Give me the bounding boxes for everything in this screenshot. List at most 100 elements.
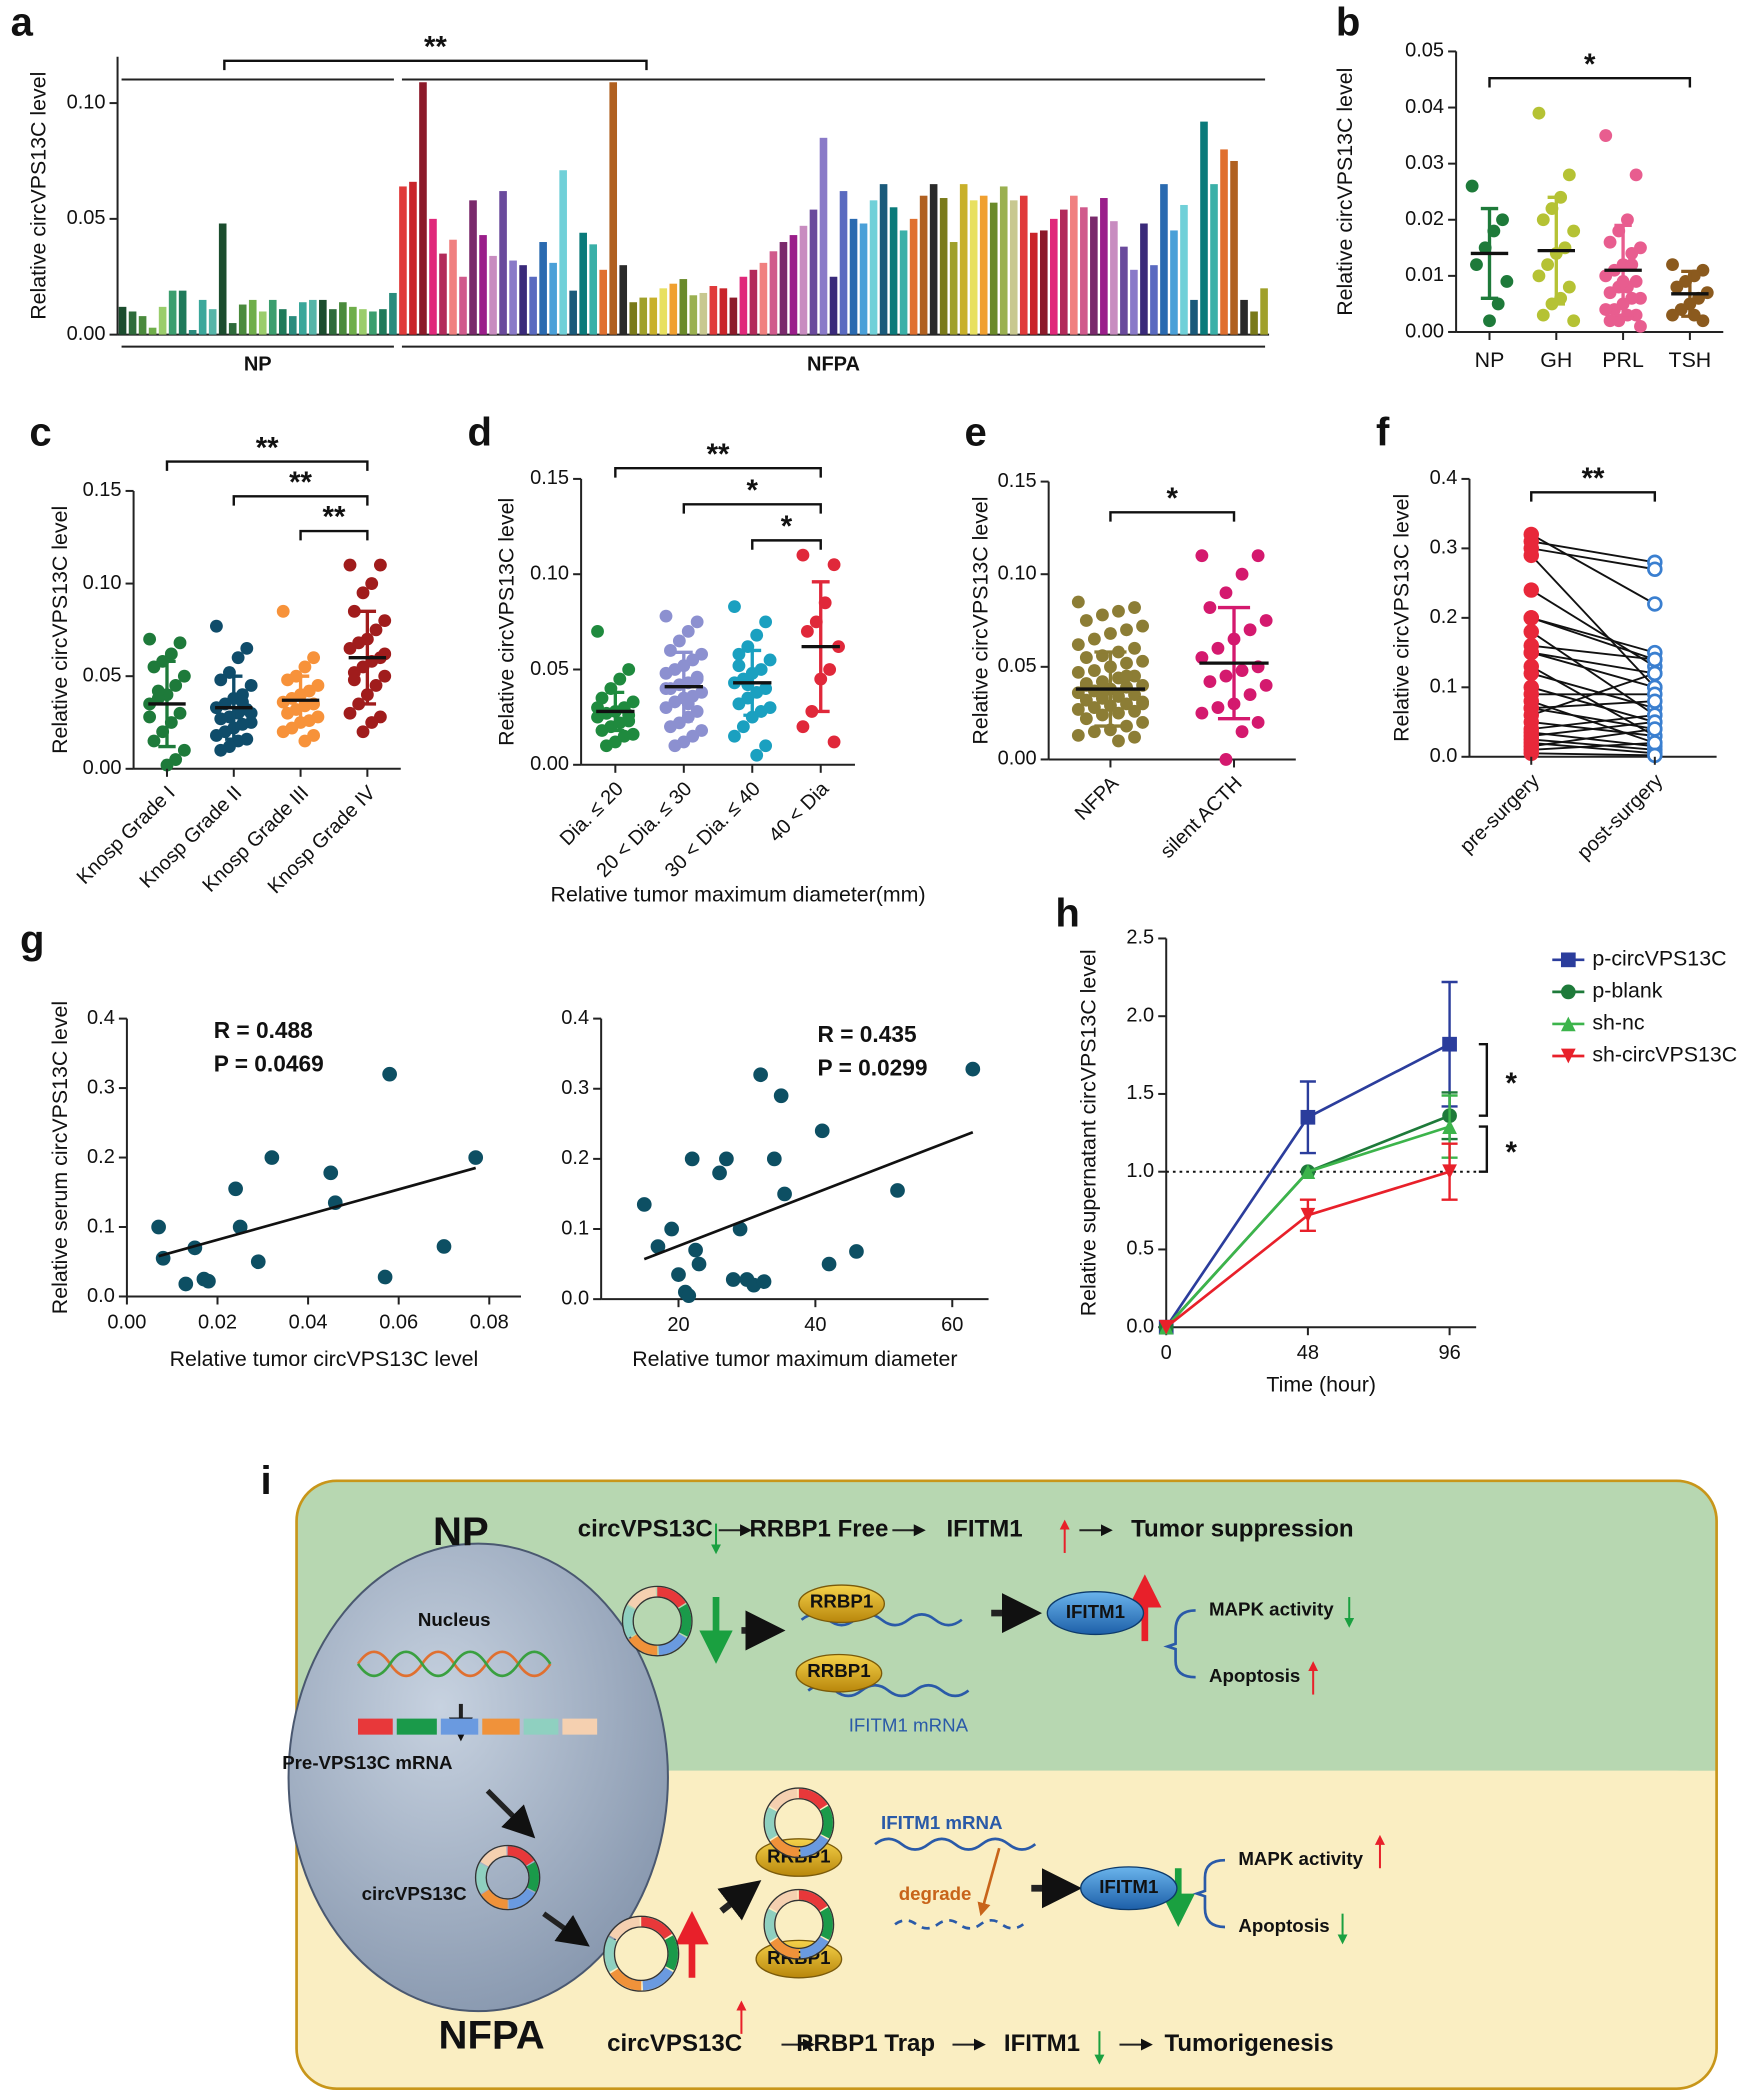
bar — [499, 191, 507, 335]
bar — [789, 235, 798, 335]
data-point — [201, 1273, 216, 1289]
np-label: NP — [433, 1510, 489, 1554]
bar — [168, 290, 177, 335]
data-point — [1087, 725, 1101, 739]
circrna-icon — [678, 1604, 692, 1637]
y-tick-label: 0.0 — [561, 1287, 589, 1309]
bar — [1029, 232, 1038, 335]
pair-line — [1530, 651, 1656, 689]
significance-label: * — [747, 474, 759, 507]
data-point — [147, 734, 161, 748]
pre-mrna-label: Pre-VPS13C mRNA — [282, 1752, 452, 1773]
x-tick-label: NP — [1475, 348, 1505, 372]
data-point — [298, 660, 312, 674]
data-point — [1087, 632, 1101, 646]
bar — [559, 170, 567, 335]
data-point — [600, 739, 613, 753]
data-point — [659, 701, 673, 715]
x-tick-label: post-surgery — [1573, 770, 1667, 864]
data-point — [664, 720, 677, 734]
pair-line — [1530, 672, 1656, 716]
significance-label: * — [1506, 1136, 1518, 1169]
data-point — [276, 725, 290, 739]
pair-line — [1530, 630, 1656, 716]
data-point — [1128, 641, 1141, 655]
data-point — [264, 1150, 280, 1165]
data-point — [732, 659, 746, 673]
fit-line — [158, 1166, 477, 1258]
data-point — [151, 684, 165, 698]
bar — [369, 311, 377, 335]
data-point — [690, 615, 704, 629]
bar — [599, 269, 608, 335]
data-point — [1136, 697, 1149, 711]
y-tick-label: 0.2 — [1430, 606, 1458, 628]
legend-marker — [1560, 952, 1576, 968]
data-point — [164, 647, 178, 661]
pair-line — [1531, 721, 1655, 737]
data-point — [750, 628, 764, 642]
y-tick-label: 0.15 — [530, 467, 569, 489]
data-point — [1670, 280, 1684, 294]
y-tick-label: 0.0 — [1126, 1315, 1154, 1337]
x-tick-label: 48 — [1297, 1342, 1319, 1364]
y-axis-label: Relative circVPS13C level — [494, 498, 518, 746]
y-tick-label: 2.0 — [1126, 1005, 1154, 1027]
significance-bracket — [223, 59, 648, 71]
y-tick-label: 0.05 — [530, 658, 569, 680]
x-tick-label: NFPA — [1071, 772, 1124, 825]
data-point — [214, 743, 228, 757]
bar — [969, 200, 978, 335]
circrna-icon — [508, 1888, 535, 1909]
data-point — [1071, 595, 1085, 609]
x-tick-label: 0 — [1161, 1342, 1172, 1364]
data-point — [1120, 623, 1133, 637]
bar — [929, 184, 938, 335]
data-point — [750, 748, 764, 762]
nucleus-label: Nucleus — [418, 1609, 491, 1630]
circrna-icon — [799, 1936, 829, 1959]
bar — [1160, 184, 1168, 335]
legend-label: p-blank — [1592, 979, 1662, 1003]
data-point — [1219, 753, 1233, 766]
significance-bracket — [1488, 76, 1692, 88]
data-point — [173, 636, 187, 650]
x-tick-label: PRL — [1602, 348, 1644, 372]
data-point — [244, 706, 258, 720]
bar — [1230, 160, 1238, 335]
pair-line — [1531, 644, 1655, 661]
data-point — [173, 706, 187, 720]
data-point — [1079, 614, 1093, 627]
y-axis-label: Relative circVPS13C level — [48, 506, 72, 754]
data-point — [1599, 303, 1613, 316]
data-point — [591, 710, 604, 724]
bar — [479, 235, 487, 335]
data-point — [1536, 308, 1550, 322]
bar — [819, 137, 828, 335]
y-tick-label: 0.0 — [87, 1285, 115, 1307]
bar — [1250, 311, 1258, 335]
pair-line — [1530, 554, 1656, 688]
bar — [639, 297, 648, 335]
significance-bracket — [299, 529, 369, 541]
data-point — [1112, 734, 1125, 748]
y-tick-label: 0.01 — [1405, 264, 1444, 286]
significance-bracket — [1109, 511, 1236, 522]
data-point — [177, 743, 191, 757]
data-point — [307, 651, 321, 665]
data-point — [827, 558, 841, 572]
x-tick-label: silent ACTH — [1156, 773, 1246, 863]
marker — [1300, 1207, 1316, 1223]
circrna-icon — [476, 1863, 489, 1894]
data-point — [343, 641, 357, 655]
circrna-outline — [613, 1926, 669, 1982]
significance-label: ** — [256, 431, 279, 464]
data-point — [1562, 168, 1576, 182]
data-point — [613, 672, 627, 686]
data-point — [436, 1239, 452, 1254]
data-point — [1647, 693, 1663, 709]
x-tick-label: pre-surgery — [1456, 770, 1544, 858]
bar — [879, 184, 888, 335]
panel-letter: b — [1336, 0, 1360, 44]
circrna-outline — [774, 1798, 824, 1848]
